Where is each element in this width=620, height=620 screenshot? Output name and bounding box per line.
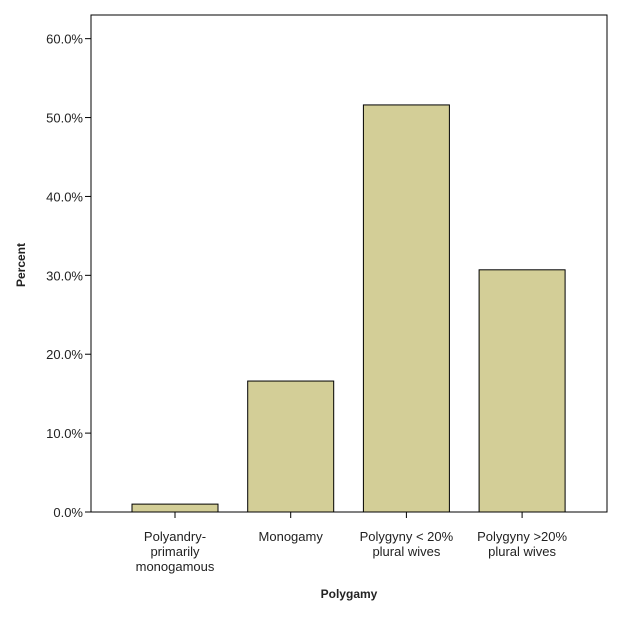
x-tick-label: Polygyny < 20% plural wives	[360, 529, 454, 559]
y-tick-label: 40.0%	[46, 189, 83, 204]
plot-frame	[90, 14, 608, 513]
y-tick-label: 20.0%	[46, 347, 83, 362]
bar	[362, 104, 450, 513]
bar	[131, 503, 219, 513]
bar	[478, 269, 566, 513]
y-tick-label: 10.0%	[46, 426, 83, 441]
y-tick-label: 0.0%	[53, 505, 83, 520]
y-tick-label: 30.0%	[46, 268, 83, 283]
bar	[247, 380, 335, 513]
x-tick-label: Polyandry-primarily monogamous	[136, 529, 215, 574]
y-axis-title: Percent	[14, 243, 28, 287]
x-tick-label: Monogamy	[259, 529, 324, 544]
x-tick-label: Polygyny >20% plural wives	[477, 529, 567, 559]
y-tick-label: 60.0%	[46, 32, 83, 47]
x-axis-title: Polygamy	[321, 587, 378, 601]
y-tick-label: 50.0%	[46, 111, 83, 126]
